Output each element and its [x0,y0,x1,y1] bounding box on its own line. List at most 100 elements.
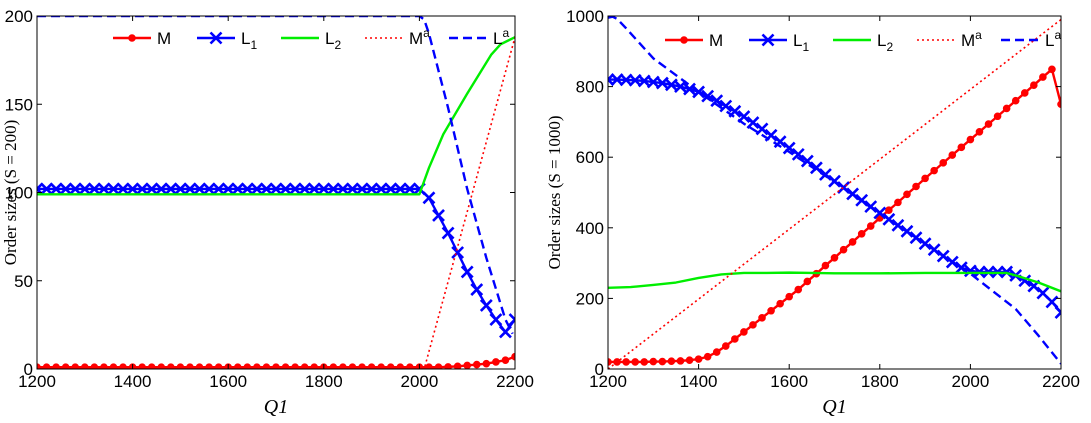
marker-L1 [116,182,130,196]
legend-label-text: M [157,29,171,48]
legend-marker-L1 [761,33,775,47]
y-tick-label: 400 [576,219,604,238]
marker-M [463,361,471,369]
marker-L1 [746,116,760,130]
marker-L1 [288,182,302,196]
marker-L1 [365,182,379,196]
legend-label-sub: 2 [886,40,893,54]
x-tick-label: 1200 [18,372,56,391]
marker-L1 [791,147,805,161]
legend-label-text: L [241,29,250,48]
legend-label-sup: a [423,26,430,40]
marker-L1 [40,182,53,196]
x-axis-label: Q1 [822,396,846,418]
marker-L1 [279,182,292,196]
marker-M [195,363,204,369]
marker-L1 [470,283,484,296]
marker-L1 [336,182,350,196]
marker-L1 [489,313,503,326]
marker-M [406,363,414,369]
legend-label-text: M [961,31,975,50]
legend-item-Ma: Ma [365,26,430,48]
marker-L1 [346,182,359,196]
marker-M [109,363,118,369]
marker-M [685,356,694,364]
marker-M [358,363,366,369]
marker-M [511,352,515,361]
marker-M [731,335,739,343]
legend-marker-M [128,34,136,42]
legend-item-M: M [113,29,171,48]
x-tick-label: 2000 [951,372,989,391]
series-group [37,16,515,369]
legend-item-L1: L1 [749,31,809,54]
marker-M [785,292,794,301]
marker-M [939,159,948,167]
marker-L1 [1045,295,1059,309]
marker-M [912,182,920,191]
marker-M [348,363,357,369]
legend-item-La: La [449,26,509,48]
marker-L1 [212,182,226,196]
marker-M [396,363,405,369]
legend-item-L1: L1 [197,29,257,52]
legend-label-La: La [1045,28,1061,50]
series-line-La [37,16,514,335]
marker-M [310,363,319,369]
marker-L1 [719,99,733,113]
y-axis-label: Order sizes (S = 1000) [545,115,564,269]
marker-M [42,363,51,369]
marker-M [749,321,757,329]
marker-M [721,342,730,350]
marker-L1 [809,161,823,175]
marker-M [649,357,658,366]
marker-M [667,357,676,366]
x-tick-label: 1800 [861,372,899,391]
marker-M [52,363,60,369]
marker-M [434,363,443,369]
marker-L1 [193,182,206,196]
marker-L1 [298,182,312,196]
marker-L1 [355,182,369,196]
marker-M [138,363,146,369]
marker-M [1030,81,1038,89]
y-axis-label: Order sizes (S = 200) [1,120,20,266]
marker-M [453,362,462,369]
marker-L1 [384,182,398,196]
marker-L1 [800,154,814,168]
marker-M [894,198,902,207]
marker-M [948,151,957,159]
marker-L1 [183,182,197,196]
marker-M [839,245,848,254]
marker-L1 [403,182,417,196]
series-line-La [608,16,1061,365]
marker-L1 [173,182,187,196]
x-axis-label: Q1 [264,396,288,418]
marker-M [1039,73,1047,81]
marker-M [425,363,433,369]
legend-label-text: L [1045,31,1054,50]
marker-M [930,166,938,175]
marker-L1 [307,182,321,196]
legend-item-L2: L2 [281,29,341,52]
marker-L1 [317,182,331,196]
legend-label-text: M [409,29,423,48]
marker-M [176,363,185,369]
marker-M [676,357,685,365]
marker-L1 [269,182,283,196]
marker-M [975,127,984,136]
legend-label-text: L [493,29,502,48]
marker-M [921,174,929,183]
marker-L1 [97,182,111,196]
marker-M [253,363,261,369]
marker-M [1002,104,1011,113]
marker-M [821,261,830,270]
marker-M [993,112,1002,121]
marker-M [830,254,839,262]
legend-marker-M [680,36,688,44]
marker-M [1020,89,1029,97]
marker-L1 [145,182,159,196]
legend-marker-L1 [209,31,223,45]
x-tick-label: 1200 [589,372,627,391]
legend-label-Ma: Ma [409,26,430,48]
